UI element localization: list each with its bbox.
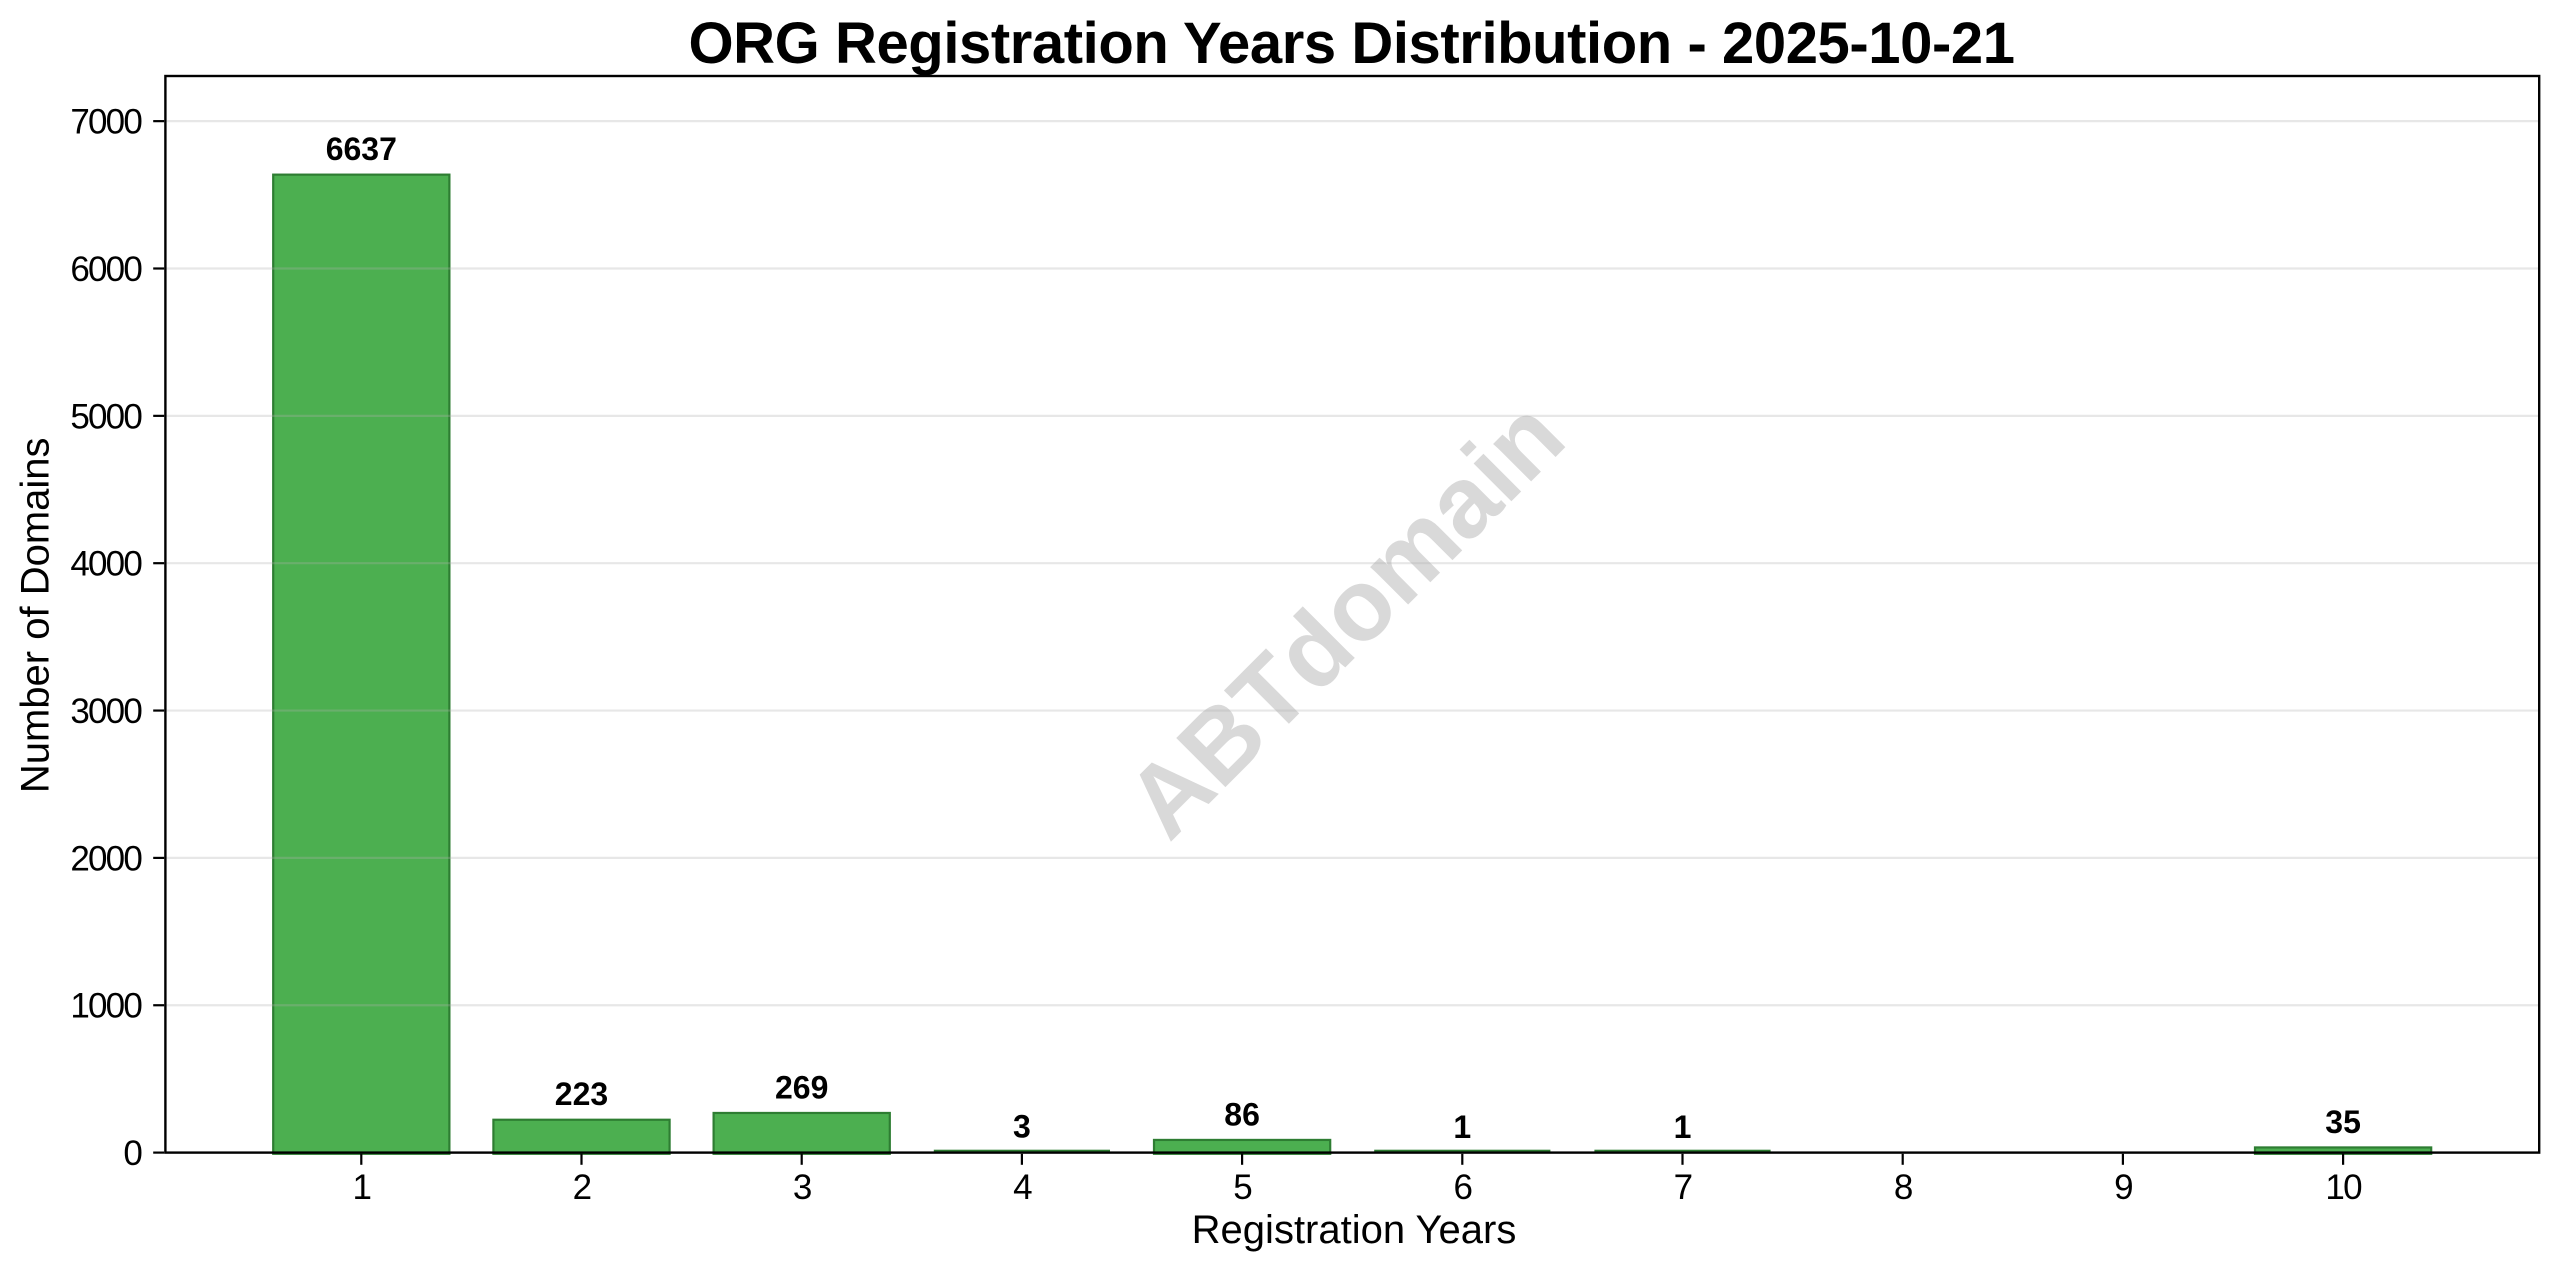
svg-text:3: 3 [1013,1109,1031,1145]
svg-text:5000: 5000 [70,397,142,436]
svg-text:86: 86 [1224,1096,1260,1132]
svg-text:6000: 6000 [70,250,142,289]
svg-text:6: 6 [1453,1168,1471,1207]
svg-text:Number of Domains: Number of Domains [14,437,58,793]
svg-text:7000: 7000 [70,103,142,142]
svg-text:5: 5 [1233,1168,1251,1207]
svg-text:223: 223 [555,1076,608,1112]
svg-text:4000: 4000 [70,545,142,584]
svg-text:ORG Registration Years Distrib: ORG Registration Years Distribution - 20… [688,11,2014,76]
svg-text:4: 4 [1013,1168,1032,1207]
svg-text:1: 1 [352,1168,370,1207]
svg-text:10: 10 [2325,1168,2362,1207]
svg-text:2: 2 [573,1168,591,1207]
svg-text:1: 1 [1674,1109,1692,1145]
svg-text:7: 7 [1674,1168,1692,1207]
svg-text:1: 1 [1453,1109,1471,1145]
svg-text:269: 269 [775,1069,828,1105]
svg-text:35: 35 [2325,1104,2361,1140]
svg-text:0: 0 [123,1134,142,1173]
svg-text:3: 3 [793,1168,811,1207]
svg-text:8: 8 [1894,1168,1912,1207]
svg-text:1000: 1000 [70,987,142,1026]
svg-text:6637: 6637 [326,131,397,167]
svg-text:9: 9 [2114,1168,2132,1207]
svg-text:Registration Years: Registration Years [1192,1208,1517,1252]
svg-text:3000: 3000 [70,692,142,731]
svg-text:2000: 2000 [70,839,142,878]
